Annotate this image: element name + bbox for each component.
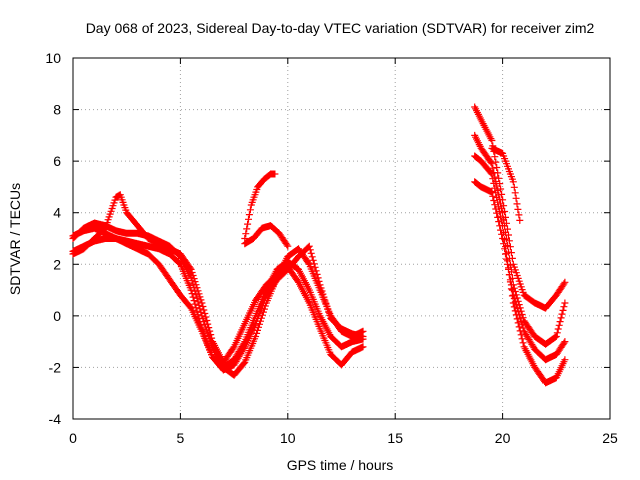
y-tick-label: 0 xyxy=(53,308,61,324)
y-tick-label: -4 xyxy=(49,411,62,427)
x-tick-label: 0 xyxy=(69,430,77,446)
series-track-7 xyxy=(471,103,569,312)
y-tick-label: 4 xyxy=(53,205,61,221)
data-point-marks xyxy=(471,178,569,364)
data-point-marks xyxy=(471,103,569,312)
x-tick-label: 5 xyxy=(177,430,185,446)
data-marks xyxy=(69,103,569,387)
y-tick-labels: -4 -2 0 2 4 6 8 10 xyxy=(45,50,61,427)
data-point-marks xyxy=(471,152,569,387)
y-tick-label: 2 xyxy=(53,256,61,272)
y-tick-label: 10 xyxy=(45,50,61,66)
series-track-11 xyxy=(488,144,524,224)
axis-ticks xyxy=(72,57,611,420)
data-point-marks xyxy=(69,224,367,374)
data-point-marks xyxy=(69,191,367,369)
y-tick-label: 6 xyxy=(53,153,61,169)
series-track-6 xyxy=(241,222,292,250)
x-tick-label: 20 xyxy=(495,430,511,446)
x-axis-label: GPS time / hours xyxy=(287,457,394,473)
x-tick-label: 25 xyxy=(602,430,618,446)
y-axis-label: SDTVAR / TECUs xyxy=(7,183,23,295)
data-point-marks xyxy=(241,222,292,250)
data-point-marks xyxy=(488,144,524,224)
x-tick-label: 15 xyxy=(387,430,403,446)
x-tick-labels: 0 5 10 15 20 25 xyxy=(69,430,618,446)
series-track-5 xyxy=(241,170,279,242)
y-tick-label: 8 xyxy=(53,102,61,118)
series-track-4 xyxy=(69,224,367,374)
series-track-9 xyxy=(471,178,569,364)
series-track-3 xyxy=(69,191,367,369)
y-tick-label: -2 xyxy=(49,359,62,375)
series-track-10 xyxy=(471,152,569,387)
chart-title: Day 068 of 2023, Sidereal Day-to-day VTE… xyxy=(86,20,595,36)
data-point-marks xyxy=(241,170,279,242)
x-tick-label: 10 xyxy=(280,430,296,446)
